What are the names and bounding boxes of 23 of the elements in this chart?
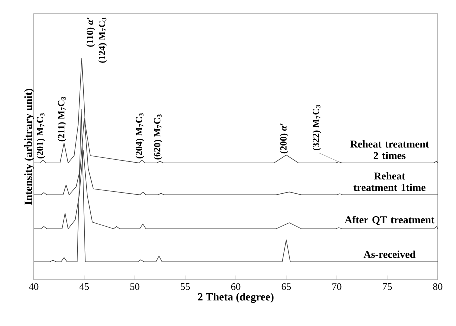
annotation: (211) M$_{7}$C$_{3}$	[58, 97, 67, 142]
series-label: Reheat treatment 1time	[354, 172, 426, 192]
x-tick-label: 40	[29, 284, 39, 290]
annotation: (620) M$_{7}$C$_{3}$	[154, 114, 163, 160]
annotation: (201) M$_{7}$C$_{3}$	[36, 114, 46, 159]
x-tick-label: 80	[433, 284, 443, 290]
x-tick-label: 55	[181, 284, 190, 290]
series-label: After QT treatment	[344, 216, 435, 226]
x-tick-label: 60	[231, 284, 241, 290]
x-tick-label: 70	[332, 284, 342, 290]
x-tick-label: 45	[80, 284, 90, 290]
annotation: (200) α′	[280, 124, 289, 154]
x-tick-label: 65	[282, 284, 292, 290]
annotation: (110) α′	[86, 18, 96, 48]
series-label: As-received	[364, 250, 416, 258]
series-label: Reheat treatment 2 times	[350, 140, 430, 160]
y-axis-title: Intensity (arbitrary unit)	[24, 89, 34, 206]
x-tick-label: 75	[383, 284, 392, 290]
x-axis-title: 2 Theta (degree)	[198, 293, 274, 304]
annotation: (124) M$_{7}$C$_{3}$	[98, 18, 108, 64]
annotation: (322) M$_{7}$C$_{3}$	[312, 105, 322, 150]
annotation: (204) M$_{7}$C$_{3}$	[136, 114, 144, 159]
x-tick-label: 50	[130, 284, 140, 290]
